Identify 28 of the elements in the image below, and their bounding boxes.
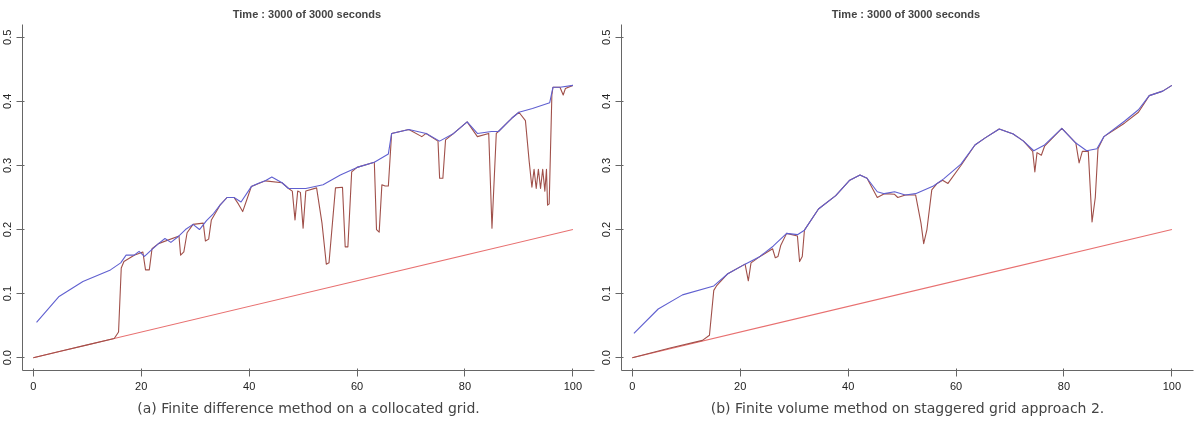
y-tick-label: 0.4 [600, 93, 613, 110]
y-tick-label: 0.0 [1, 350, 14, 366]
x-tick-label: 80 [1057, 379, 1071, 392]
text: (a) Finite difference method on a collocated grid. [137, 399, 480, 416]
x-tick-label: 0 [629, 379, 636, 392]
text: (b) Finite volume method on staggered grid approach 2. [710, 399, 1105, 416]
y-tick-label: 0.2 [600, 221, 613, 238]
y-tick-label: 0.2 [1, 221, 14, 238]
y-tick-label: 0.3 [1, 157, 14, 174]
x-tick-label: 100 [1162, 379, 1182, 392]
x-tick-label: 80 [458, 379, 472, 392]
y-tick-label: 0.4 [1, 93, 14, 110]
chart-title: Time : 3000 of 3000 seconds [232, 7, 382, 20]
y-tick-label: 0.0 [600, 350, 613, 366]
y-tick-label: 0.1 [1, 285, 14, 302]
x-tick-label: 100 [563, 379, 583, 392]
y-tick-label: 0.3 [600, 157, 613, 174]
chart-title: Time : 3000 of 3000 seconds [831, 7, 981, 20]
x-tick-label: 40 [243, 379, 256, 392]
x-tick-label: 60 [350, 379, 364, 392]
y-tick-label: 0.5 [600, 29, 613, 45]
x-tick-label: 20 [734, 379, 747, 392]
y-tick-label: 0.5 [1, 29, 14, 45]
y-tick-label: 0.1 [600, 285, 613, 302]
x-tick-label: 0 [30, 379, 37, 392]
x-tick-label: 60 [949, 379, 963, 392]
x-tick-label: 20 [135, 379, 148, 392]
x-tick-label: 40 [842, 379, 855, 392]
